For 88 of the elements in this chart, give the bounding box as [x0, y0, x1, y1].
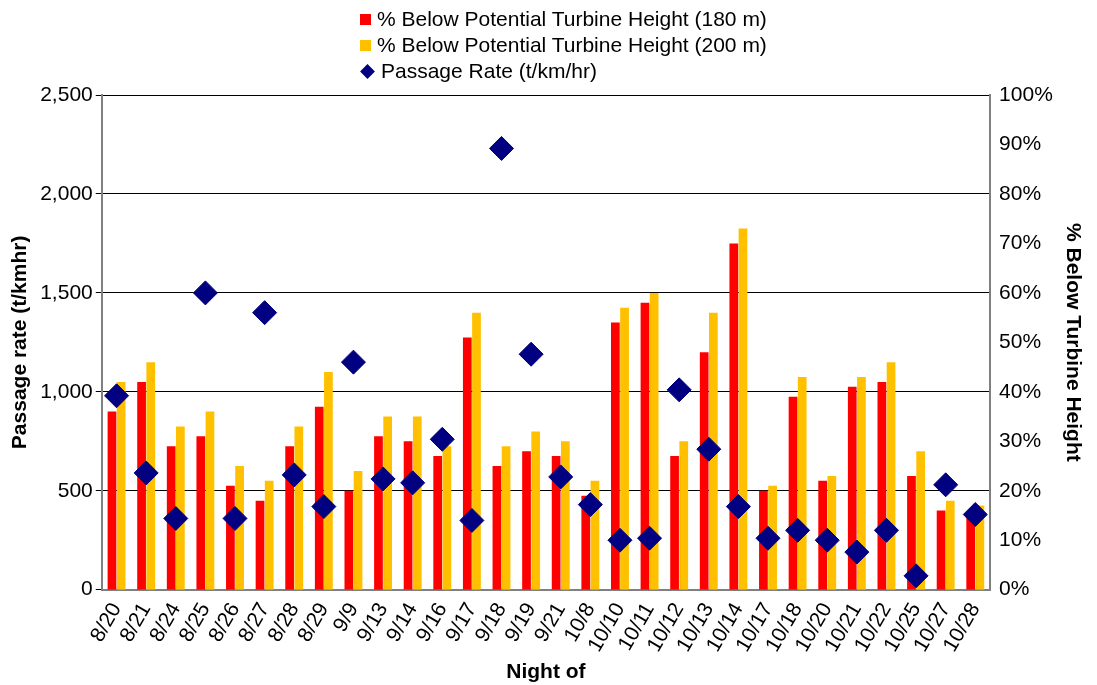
bar — [324, 372, 333, 590]
bar — [433, 456, 443, 590]
bar — [264, 480, 274, 590]
bar — [729, 243, 739, 590]
y-axis-title: Passage rate (t/kmhr) — [7, 235, 31, 450]
y-tick-label: 1,000 — [40, 378, 93, 402]
point — [962, 502, 988, 527]
y-tick-label: 0 — [81, 576, 93, 600]
bar — [709, 312, 718, 590]
point — [548, 464, 574, 490]
point — [400, 470, 426, 496]
bar — [649, 292, 659, 590]
point — [489, 135, 514, 161]
point — [696, 436, 722, 462]
y2-tick-label: 70% — [999, 230, 1042, 254]
point — [873, 517, 899, 543]
y2-tick-label: 30% — [999, 428, 1042, 452]
y2-tick-label: 10% — [999, 527, 1042, 551]
legend-label: % Below Potential Turbine Height (200 m) — [377, 32, 767, 58]
point — [104, 383, 130, 409]
y2-tick-label: 50% — [999, 329, 1042, 353]
point — [222, 505, 248, 531]
bar — [442, 446, 452, 590]
point — [133, 460, 159, 486]
y2-tick-label: 0% — [999, 576, 1030, 600]
y-tick-label: 1,500 — [40, 279, 93, 303]
bar — [501, 446, 511, 590]
bar — [699, 352, 709, 590]
point — [340, 349, 366, 375]
bar — [462, 337, 472, 590]
point — [844, 539, 870, 565]
bar — [116, 381, 126, 590]
point — [903, 563, 929, 589]
bar — [620, 307, 629, 590]
legend-label: % Below Potential Turbine Height (180 m) — [377, 6, 767, 32]
bar — [137, 381, 146, 590]
y2-tick-label: 100% — [999, 81, 1053, 105]
point — [311, 494, 337, 520]
bar — [670, 456, 679, 590]
x-axis-title: Night of — [506, 659, 587, 683]
bar — [107, 411, 117, 590]
bar — [847, 386, 857, 590]
bar — [353, 470, 363, 590]
point — [163, 505, 189, 531]
bar — [611, 322, 620, 590]
y-tick-label: 2,000 — [40, 180, 93, 204]
bar — [314, 406, 324, 590]
bar — [205, 411, 215, 590]
point — [281, 462, 307, 488]
bar — [374, 436, 383, 590]
y2-axis-title: % Below Turbine Height — [1062, 222, 1086, 462]
point — [459, 507, 485, 533]
point — [252, 300, 278, 326]
bar — [679, 441, 689, 590]
bar — [146, 362, 156, 590]
bar — [531, 431, 541, 590]
point — [429, 426, 455, 452]
y2-tick-label: 90% — [999, 131, 1042, 155]
point — [785, 517, 811, 543]
bar — [857, 376, 866, 590]
point — [192, 280, 218, 306]
y2-tick-label: 60% — [999, 279, 1042, 303]
point — [370, 466, 396, 492]
y-tick-label: 500 — [57, 477, 93, 501]
point — [607, 527, 633, 553]
point — [814, 527, 840, 553]
bar — [255, 500, 265, 590]
bar — [196, 436, 206, 590]
point — [666, 377, 692, 403]
point — [577, 492, 603, 518]
bar — [945, 500, 955, 590]
point — [933, 472, 959, 498]
bar — [522, 451, 531, 590]
bar — [412, 416, 422, 590]
y2-tick-label: 20% — [999, 477, 1042, 501]
point — [755, 525, 781, 551]
bar — [344, 490, 354, 590]
y2-tick-label: 80% — [999, 180, 1042, 204]
bar — [492, 466, 502, 590]
y2-tick-label: 40% — [999, 378, 1042, 402]
bar — [936, 510, 946, 590]
bar — [797, 376, 807, 590]
point — [518, 341, 544, 367]
point — [637, 525, 663, 551]
legend-label: Passage Rate (t/km/hr) — [381, 58, 597, 84]
y-tick-label: 2,500 — [40, 81, 93, 105]
point — [725, 494, 751, 520]
bar — [472, 312, 481, 590]
